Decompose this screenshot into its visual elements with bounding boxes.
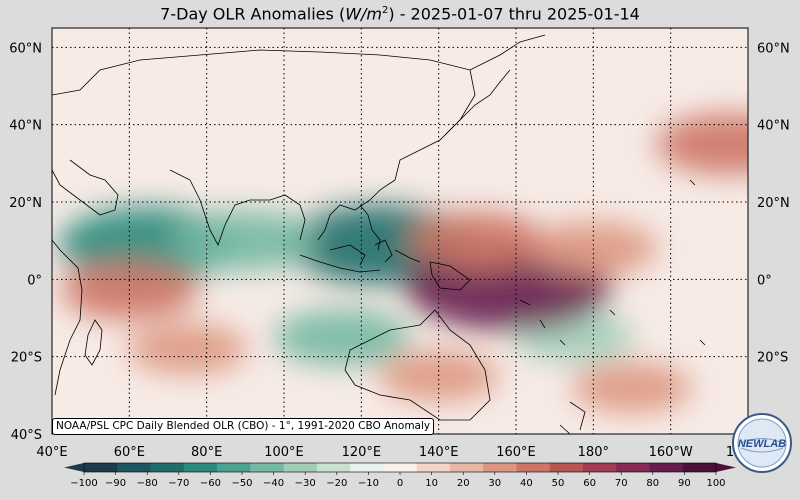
colorbar: −100 −90 −80 −70 −60 −50 −40 −30 −20 −10 0 10 20 30 40… — [64, 462, 736, 489]
colorbar-tick-label: 70 — [615, 478, 628, 489]
anomaly-blob-3 — [273, 308, 411, 367]
anomaly-blob-7 — [529, 221, 658, 276]
colorbar-extend-low — [64, 463, 84, 472]
colorbar-tick-label: 10 — [425, 478, 438, 489]
lat-tick-label: 20°S — [11, 351, 42, 366]
colorbar-tick-label: 0 — [397, 478, 403, 489]
colorbar-cell — [250, 463, 285, 472]
colorbar-tick-label: 90 — [678, 478, 691, 489]
lat-tick-label: 40°S — [11, 428, 42, 443]
colorbar-tick-label: −30 — [295, 478, 316, 489]
colorbar-tick-label: 50 — [552, 478, 565, 489]
lon-tick-label: 80°E — [191, 445, 222, 460]
lat-tick-label: 60°N — [757, 41, 790, 56]
colorbar-tick-label: 80 — [646, 478, 659, 489]
coastline-philippines — [359, 204, 381, 251]
colorbar-cell — [183, 463, 218, 472]
coastline-india — [169, 169, 306, 246]
colorbar-cell — [582, 463, 617, 472]
colorbar-tick-label: −40 — [263, 478, 284, 489]
colorbar-cell — [516, 463, 551, 472]
colorbar-tick-label: 30 — [488, 478, 501, 489]
colorbar-tick-label: 100 — [706, 478, 725, 489]
colorbar-tick-label: −80 — [137, 478, 158, 489]
anomaly-blob-10 — [127, 323, 248, 375]
lab-logo: NEWLAB — [732, 413, 792, 473]
colorbar-cell — [84, 463, 118, 472]
coastline-maritime — [299, 239, 471, 291]
logo-text: NEWLAB — [738, 438, 786, 450]
lat-tick-label: 20°N — [9, 196, 42, 211]
colorbar-cell — [616, 463, 650, 472]
colorbar-tick-label: −100 — [70, 478, 97, 489]
lat-tick-label: 60°N — [9, 41, 42, 56]
coastline-new-zealand — [559, 401, 586, 434]
coastline-japan — [444, 69, 511, 136]
lon-tick-label: 160°W — [649, 445, 693, 460]
colorbar-cell — [350, 463, 384, 472]
colorbar-cell — [549, 463, 584, 472]
globe-lines-icon — [740, 438, 784, 453]
anomaly-blob-6 — [408, 211, 546, 270]
colorbar-cell — [483, 463, 517, 472]
colorbar-tick-label: 60 — [583, 478, 596, 489]
lat-tick-label: 20°N — [757, 196, 790, 211]
lat-tick-label: 0° — [757, 273, 772, 288]
colorbar-extend-high — [716, 463, 736, 472]
colorbar-cell — [383, 463, 418, 472]
colorbar-cell — [449, 463, 484, 472]
colorbar-cell — [316, 463, 351, 472]
globe-icon — [737, 418, 787, 468]
colorbar-tick-label: −10 — [358, 478, 379, 489]
unit-base: W/m — [345, 4, 382, 24]
lat-tick-label: 20°S — [757, 351, 788, 366]
colorbar-ticks: −100 −90 −80 −70 −60 −50 −40 −30 −20 −10 0 10 20 30 40… — [70, 472, 726, 489]
graticule — [52, 28, 748, 434]
anomaly-blob-12 — [656, 113, 748, 175]
lat-tick-label: 40°N — [757, 119, 790, 134]
colorbar-cells — [64, 462, 736, 473]
colorbar-tick-label: −50 — [231, 478, 252, 489]
colorbar-cell — [416, 463, 451, 472]
colorbar-cell — [150, 463, 185, 472]
colorbar-cell — [283, 463, 318, 472]
colorbar-cell — [117, 463, 152, 472]
coastlines — [52, 34, 706, 434]
coastline-africa — [52, 239, 83, 396]
anomaly-blob-2 — [172, 210, 319, 272]
colorbar-tick-label: 40 — [520, 478, 533, 489]
anomaly-field — [58, 113, 748, 413]
lat-tick-label: 40°N — [9, 119, 42, 134]
colorbar-cell — [649, 463, 684, 472]
coastline-madagascar — [84, 319, 103, 366]
colorbar-tick-label: 20 — [457, 478, 470, 489]
latitude-labels-left: 60°N 40°N 20°N 0° 20°S 40°S — [9, 41, 42, 443]
lon-tick-label: 40°E — [36, 445, 67, 460]
lon-tick-label: 100°E — [264, 445, 304, 460]
lon-tick-label: 120°E — [342, 445, 382, 460]
data-credit: NOAA/PSL CPC Daily Blended OLR (CBO) - 1… — [52, 418, 435, 435]
colorbar-cell — [217, 463, 251, 472]
longitude-labels: 40°E 60°E 80°E 100°E 120°E 140°E 160°E 180° 160°… — [36, 445, 770, 460]
anomaly-blob-9 — [60, 262, 198, 320]
lat-tick-label: 0° — [27, 273, 42, 288]
colorbar-tick-label: −90 — [105, 478, 126, 489]
coastline-arabia — [52, 159, 119, 216]
coastline-pacific-islands — [519, 179, 706, 346]
lon-tick-label: 180° — [578, 445, 609, 460]
coastline-australia — [344, 309, 491, 421]
colorbar-cell — [682, 463, 717, 472]
colorbar-tick-label: −70 — [168, 478, 189, 489]
map-title: 7-Day OLR Anomalies (W/m2) - 2025-01-07 … — [160, 4, 640, 24]
colorbar-tick-label: −20 — [326, 478, 347, 489]
latitude-labels-right: 60°N40°N20°N0°20°S40°S — [757, 41, 790, 443]
colorbar-tick-label: −60 — [200, 478, 221, 489]
unit-exponent: 2 — [381, 5, 389, 16]
anomaly-blob-11 — [572, 362, 692, 413]
lon-tick-label: 60°E — [114, 445, 145, 460]
lon-tick-label: 140°E — [419, 445, 459, 460]
map-panel — [51, 27, 749, 435]
lon-tick-label: 160°E — [496, 445, 536, 460]
